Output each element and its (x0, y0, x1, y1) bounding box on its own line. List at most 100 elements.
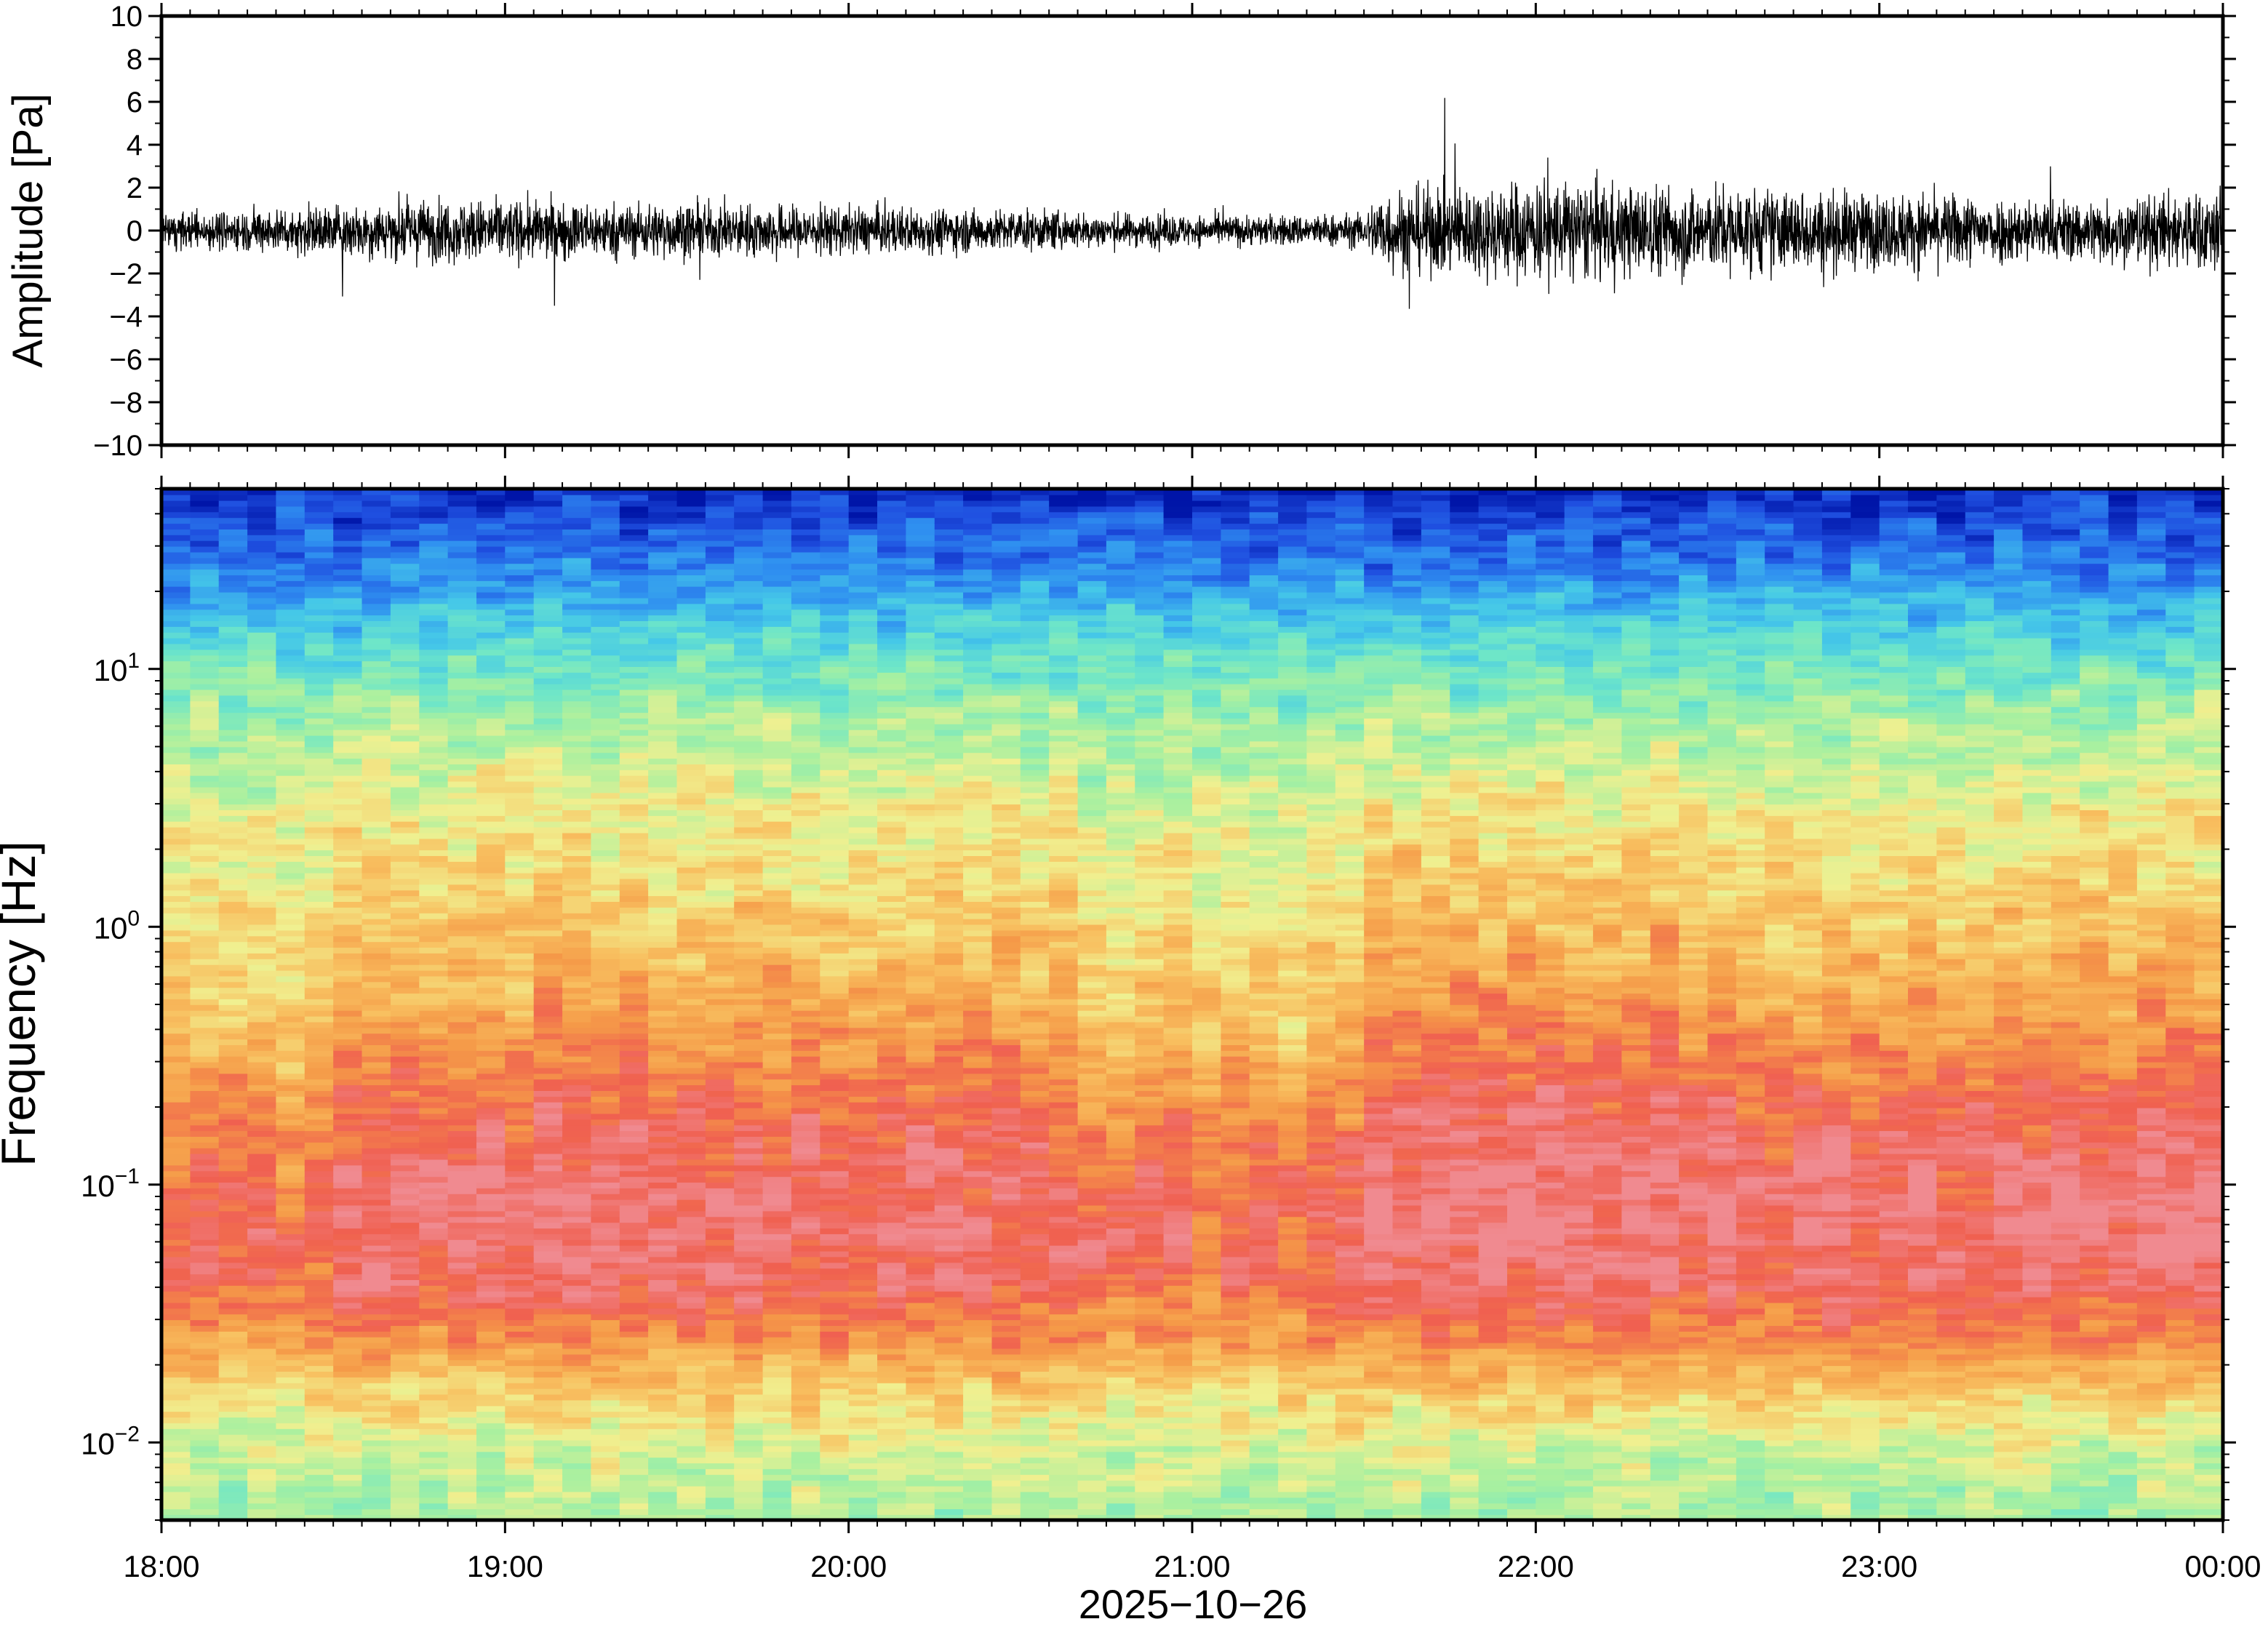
spectrogram-cell (533, 1497, 563, 1504)
spectrogram-cell (419, 872, 449, 879)
spectrogram-cell (705, 1417, 735, 1423)
spectrogram-cell (562, 563, 592, 570)
spectrogram-cell (190, 597, 220, 604)
spectrogram-cell (762, 1399, 792, 1407)
spectrogram-cell (791, 1050, 821, 1057)
spectrogram-cell (247, 815, 277, 822)
spectrogram-cell (276, 1199, 306, 1206)
spectrogram-cell (676, 718, 706, 724)
spectrogram-cell (619, 884, 649, 891)
spectrogram-cell (476, 1228, 506, 1234)
spectrogram-cell (562, 631, 592, 639)
spectrogram-cell (906, 866, 935, 874)
spectrogram-cell (591, 1228, 620, 1234)
spectrogram-cell (762, 1336, 792, 1343)
spectrogram-cell (906, 913, 935, 919)
spectrogram-cell (505, 1371, 535, 1378)
spectrogram-cell (476, 1073, 506, 1080)
spectrogram-cell (333, 1119, 363, 1126)
spectrogram-cell (447, 1204, 477, 1212)
spectrogram-cell (247, 1474, 277, 1481)
spectrogram-cell (304, 1136, 334, 1143)
spectrogram-cell (533, 820, 563, 828)
spectrogram-cell (161, 1124, 191, 1132)
spectrogram-cell (762, 706, 792, 713)
spectrogram-cell (648, 1194, 678, 1200)
spectrogram-cell (734, 529, 764, 535)
spectrogram-cell (877, 941, 907, 948)
spectrogram-cell (734, 1365, 764, 1372)
spectrogram-cell (247, 1130, 277, 1137)
spectrogram-cell (562, 689, 592, 696)
spectrogram-cell (476, 1382, 506, 1389)
spectrogram-cell (906, 907, 935, 914)
spectrogram-cell (362, 878, 391, 885)
spectrogram-cell (591, 855, 620, 862)
spectrogram-cell (304, 1244, 334, 1252)
spectrogram-cell (906, 1107, 935, 1114)
spectrogram-cell (190, 758, 220, 764)
spectrogram-cell (877, 1136, 907, 1143)
spectrogram-cell (934, 959, 964, 965)
spectrogram-cell (304, 764, 334, 770)
spectrogram-cell (333, 1210, 363, 1218)
spectrogram-cell (419, 1164, 449, 1172)
spectrogram-cell (476, 591, 506, 599)
spectrogram-cell (762, 1382, 792, 1389)
spectrogram-cell (877, 557, 907, 564)
spectrogram-cell (820, 1377, 850, 1383)
spectrogram-cell (362, 1130, 391, 1137)
spectrogram-cell (161, 964, 191, 971)
spectrogram-cell (190, 947, 220, 954)
spectrogram-cell (562, 735, 592, 742)
spectrogram-cell (276, 1234, 306, 1240)
spectrogram-cell (906, 1228, 935, 1234)
spectrogram-cell (476, 575, 506, 581)
spectrogram-cell (390, 660, 420, 667)
spectrogram-cell (734, 569, 764, 575)
spectrogram-cell (848, 809, 878, 816)
spectrogram-cell (648, 1164, 678, 1172)
spectrogram-cell (362, 1439, 391, 1447)
spectrogram-cell (591, 798, 620, 805)
spectrogram-cell (619, 603, 649, 610)
spectrogram-cell (362, 975, 391, 983)
spectrogram-cell (906, 1250, 935, 1258)
spectrogram-cell (476, 1325, 506, 1332)
spectrogram-cell (218, 1308, 248, 1315)
spectrogram-cell (820, 494, 850, 501)
spectrogram-cell (619, 1096, 649, 1103)
spectrogram-cell (676, 844, 706, 851)
spectrogram-cell (190, 987, 220, 994)
spectrogram-cell (161, 620, 191, 627)
spectrogram-cell (648, 775, 678, 782)
spectrogram-cell (247, 529, 277, 535)
spectrogram-cell (161, 683, 191, 690)
spectrogram-cell (390, 1342, 420, 1349)
spectrogram-cell (447, 563, 477, 570)
spectrogram-cell (705, 959, 735, 965)
spectrogram-cell (648, 804, 678, 810)
spectrogram-cell (447, 1164, 477, 1172)
spectrogram-cell (304, 1274, 334, 1280)
spectrogram-cell (906, 1308, 935, 1315)
spectrogram-cell (505, 1428, 535, 1435)
spectrogram-cell (390, 1039, 420, 1045)
spectrogram-cell (276, 575, 306, 581)
spectrogram-cell (562, 1170, 592, 1178)
spectrogram-cell (533, 1308, 563, 1315)
spectrogram-cell (562, 1039, 592, 1045)
spectrogram-cell (476, 924, 506, 931)
spectrogram-cell (505, 545, 535, 553)
spectrogram-cell (447, 964, 477, 971)
spectrogram-cell (877, 529, 907, 535)
spectrogram-cell (906, 1079, 935, 1086)
spectrogram-cell (791, 1485, 821, 1492)
spectrogram-cell (362, 826, 391, 834)
spectrogram-cell (333, 1457, 363, 1463)
spectrogram-cell (419, 815, 449, 822)
spectrogram-cell (276, 523, 306, 529)
spectrogram-cell (304, 695, 334, 702)
spectrogram-cell (562, 1479, 592, 1487)
spectrogram-cell (820, 815, 850, 822)
